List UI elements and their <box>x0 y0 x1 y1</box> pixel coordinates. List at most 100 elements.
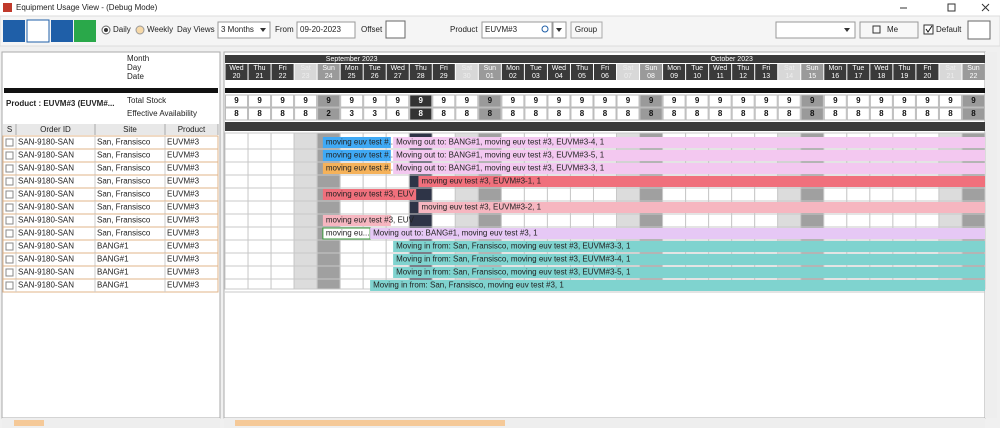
stock-cell <box>248 107 272 121</box>
row-checkbox[interactable] <box>5 138 14 147</box>
offset-input[interactable] <box>385 20 406 39</box>
tool-icon[interactable] <box>3 20 25 42</box>
scroll-thumb[interactable] <box>14 420 44 426</box>
day-cell <box>363 64 386 80</box>
total-stock: 9 <box>925 96 930 105</box>
total-stock: 9 <box>787 96 792 105</box>
day-date: 11 <box>717 73 724 80</box>
h-scrollbar-right[interactable] <box>224 418 985 428</box>
day-cell <box>271 64 294 80</box>
day-cell <box>409 64 432 80</box>
stock-cell <box>685 94 709 108</box>
effective-availability: 8 <box>695 109 700 118</box>
table-cell: SAN-9180-SAN <box>18 242 74 251</box>
gantt-bar[interactable] <box>322 189 417 200</box>
table-cell: SAN-9180-SAN <box>18 203 74 212</box>
close[interactable] <box>981 3 990 12</box>
stock-cell <box>961 94 986 108</box>
search-icon[interactable] <box>541 25 549 33</box>
bar-label: moving euv test #... <box>326 138 395 147</box>
day-cell <box>294 64 317 80</box>
day-cell <box>801 64 824 80</box>
day-date: 30 <box>463 73 471 80</box>
from-date-input[interactable] <box>296 21 356 39</box>
month-row <box>225 55 985 63</box>
day-date: 26 <box>371 73 379 80</box>
table-cell: BANG#1 <box>97 281 129 290</box>
product-input[interactable] <box>481 21 553 39</box>
effective-availability: 2 <box>326 109 331 118</box>
row-checkbox[interactable] <box>5 281 14 290</box>
exit-button[interactable] <box>967 20 991 40</box>
scroll-thumb[interactable] <box>235 420 505 426</box>
total-stock: 9 <box>442 96 447 105</box>
table-cell: EUVM#3 <box>167 281 200 290</box>
v-scrollbar[interactable] <box>985 52 997 418</box>
gantt-bar[interactable] <box>393 150 985 161</box>
radio-weekly[interactable] <box>135 25 145 35</box>
refresh-icon[interactable] <box>74 20 96 42</box>
bar-label: Moving out to: BANG#1, moving euv test #… <box>396 138 605 147</box>
group-button[interactable] <box>570 21 603 39</box>
gantt-bar[interactable] <box>393 163 985 174</box>
default-checkbox[interactable] <box>923 24 934 35</box>
gantt-bar[interactable] <box>393 254 985 265</box>
gantt-bar[interactable] <box>418 176 985 187</box>
stock-cell <box>869 107 893 121</box>
row-checkbox[interactable] <box>5 164 14 173</box>
from-label: From <box>275 25 294 34</box>
row-checkbox[interactable] <box>5 255 14 264</box>
restore[interactable] <box>947 3 956 12</box>
day-name: Sun <box>322 65 335 72</box>
total-stock: 9 <box>488 96 493 105</box>
gantt-bar[interactable] <box>370 280 985 291</box>
stock-cell <box>317 107 341 121</box>
bar-label: moving euv test #... <box>326 164 395 173</box>
table-cell: SAN-9180-SAN <box>18 164 74 173</box>
gantt-bar[interactable] <box>393 267 985 278</box>
gantt-bar[interactable] <box>370 228 985 239</box>
row-checkbox[interactable] <box>5 242 14 251</box>
weekly-label: Weekly <box>147 25 173 34</box>
bar-label: Moving out to: BANG#1, moving euv test #… <box>396 164 605 173</box>
day-date: 20 <box>924 73 932 80</box>
day-name: Mon <box>667 65 681 72</box>
row-checkbox[interactable] <box>5 151 14 160</box>
gantt-bar[interactable] <box>322 150 391 161</box>
day-name: Sun <box>645 65 658 72</box>
gantt-bar[interactable] <box>322 137 391 148</box>
gantt-bar[interactable] <box>393 137 985 148</box>
table-cell: SAN-9180-SAN <box>18 151 74 160</box>
row-checkbox[interactable] <box>5 190 14 199</box>
h-scrollbar-left[interactable] <box>2 418 220 428</box>
row-checkbox[interactable] <box>5 177 14 186</box>
row-checkbox[interactable] <box>5 229 14 238</box>
day-cell <box>755 64 778 80</box>
gantt-bar[interactable] <box>418 202 985 213</box>
stock-cell <box>501 107 525 121</box>
day-cell <box>570 64 593 80</box>
effective-availability: 8 <box>879 109 884 118</box>
gantt-bar[interactable] <box>322 163 391 174</box>
day-name: Thu <box>415 65 427 72</box>
day-date: 08 <box>647 73 655 80</box>
product-label: Product <box>450 25 478 34</box>
gantt-bar[interactable] <box>393 241 985 252</box>
stock-cell <box>938 94 962 108</box>
table-cell: SAN-9180-SAN <box>18 177 74 186</box>
total-stock: 9 <box>557 96 562 105</box>
stock-cell <box>662 107 686 121</box>
tool-icon[interactable] <box>51 20 73 42</box>
day-cell <box>709 64 732 80</box>
row-checkbox[interactable] <box>5 268 14 277</box>
stock-cell <box>363 107 387 121</box>
table-cell: San, Fransisco <box>97 164 151 173</box>
gantt-bar[interactable] <box>322 215 391 226</box>
row-checkbox[interactable] <box>5 203 14 212</box>
row-checkbox[interactable] <box>5 216 14 225</box>
bar-label: Moving out to: BANG#1, moving euv test #… <box>396 151 605 160</box>
combo[interactable] <box>775 21 856 39</box>
tool-icon[interactable] <box>26 19 50 43</box>
range-select[interactable] <box>217 21 271 39</box>
total-stock: 9 <box>303 96 308 105</box>
